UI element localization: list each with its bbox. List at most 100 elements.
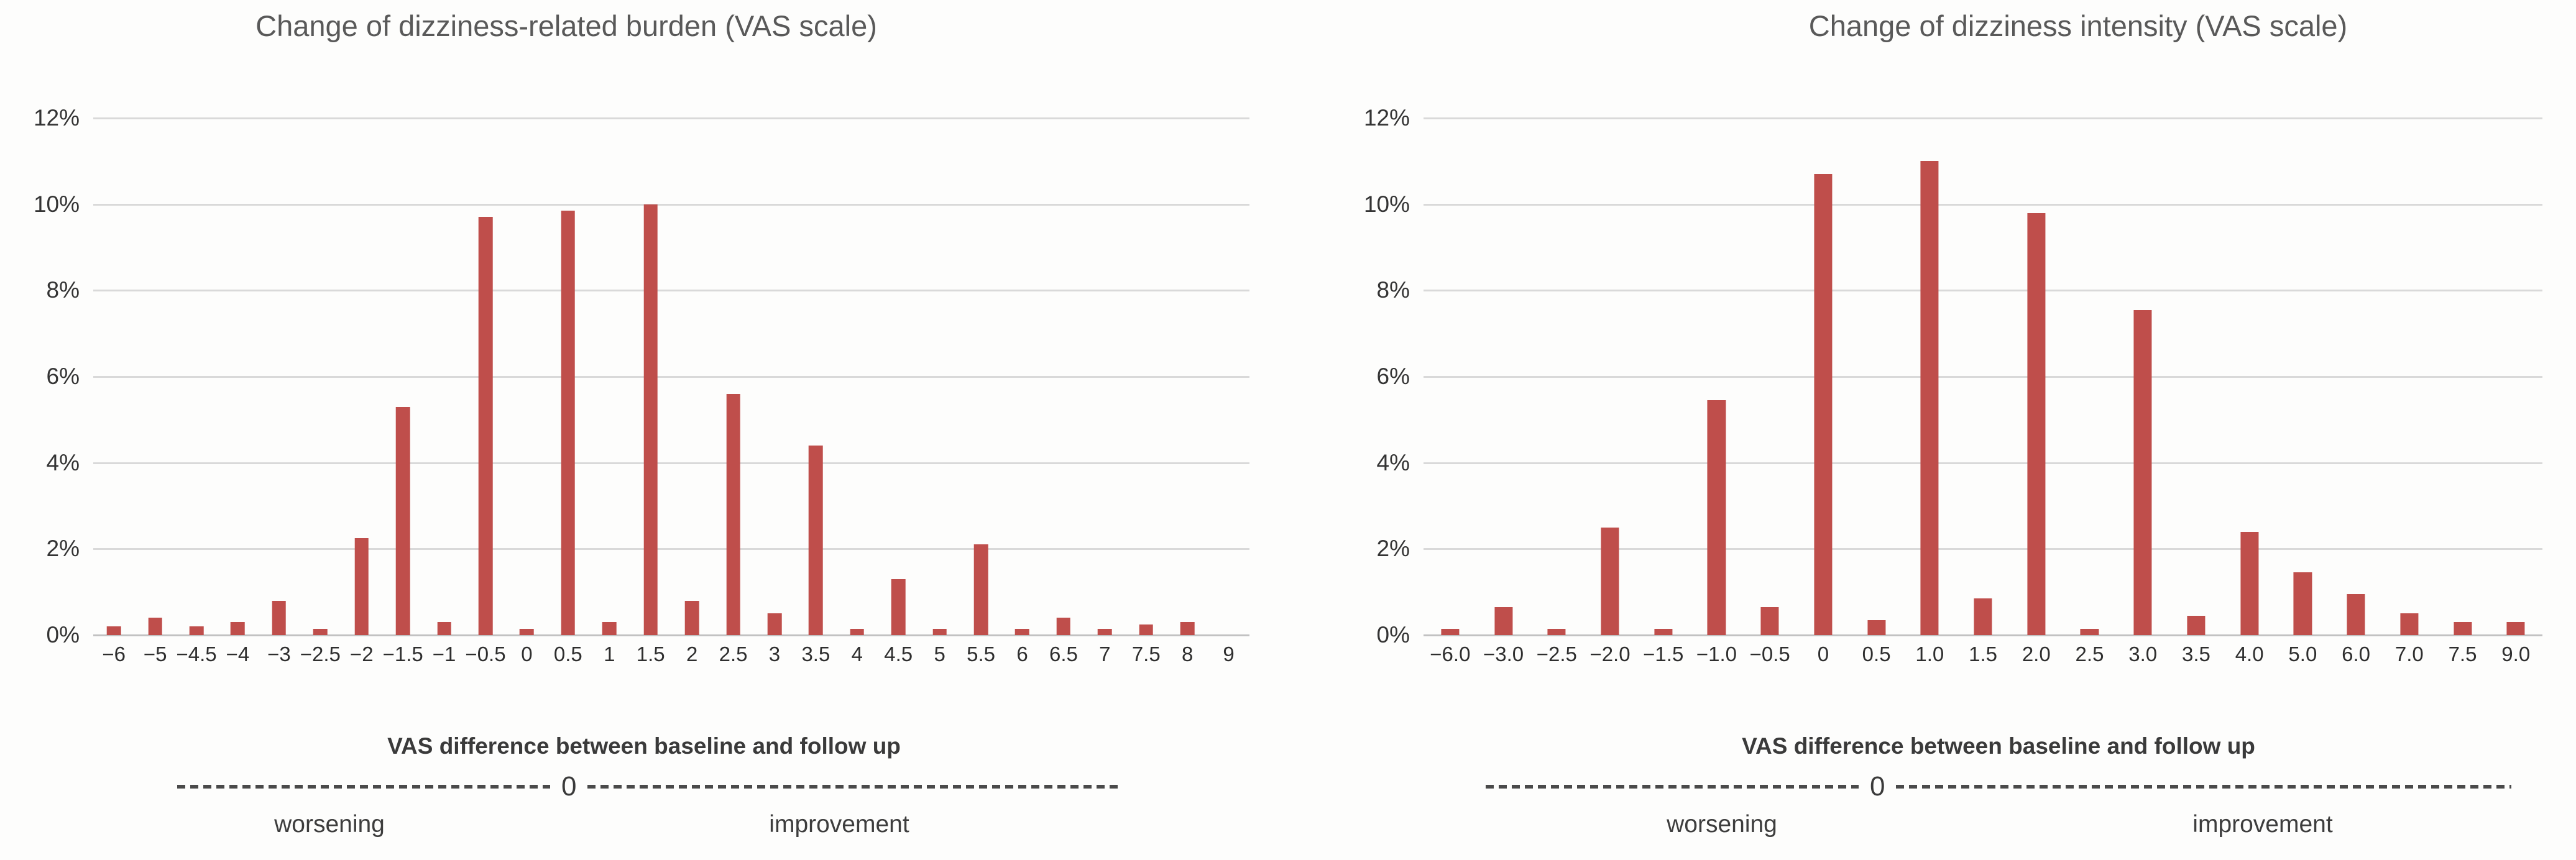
x-axis-tick: −1.5 xyxy=(1643,643,1684,666)
y-axis-tick: 10% xyxy=(1363,191,1410,217)
y-axis-tick: 0% xyxy=(46,622,80,647)
worsening-label: worsening xyxy=(274,811,385,838)
dashed-line-right xyxy=(1896,785,2511,789)
bar-slot xyxy=(1208,118,1249,635)
bar xyxy=(1180,622,1195,635)
bar xyxy=(106,626,121,635)
x-axis-tick: 6.5 xyxy=(1049,643,1078,666)
x-axis-tick: 0.5 xyxy=(553,643,582,666)
bar-slot xyxy=(548,118,589,635)
bars-layer xyxy=(93,118,1249,635)
improvement-label: improvement xyxy=(2192,811,2333,838)
bar xyxy=(1974,598,1992,635)
bar-slot xyxy=(259,118,300,635)
bar xyxy=(1601,527,1619,635)
y-axis-tick: 2% xyxy=(1376,536,1410,562)
x-axis-line xyxy=(1424,634,2542,636)
x-axis-tick: 2.5 xyxy=(719,643,748,666)
bar-slot xyxy=(341,118,382,635)
x-axis-labels: −6.0 −3.0 −2.5 −2.0 −1.5 −1.0 −0.5 0 0.5 1.0 1.5 2.… xyxy=(1424,643,2542,666)
x-axis-tick: −1 xyxy=(432,643,456,666)
bar-slot xyxy=(506,118,547,635)
y-axis-tick: 12% xyxy=(33,105,80,130)
bar-slot xyxy=(300,118,341,635)
bar-slot xyxy=(754,118,795,635)
bar xyxy=(684,600,699,635)
bar-slot xyxy=(795,118,836,635)
zero-label: 0 xyxy=(1870,771,1885,802)
y-axis-tick: 10% xyxy=(33,191,80,217)
bar-slot xyxy=(2489,118,2542,635)
bar xyxy=(2080,628,2099,635)
bar-slot xyxy=(2063,118,2117,635)
bar xyxy=(850,628,865,635)
bar xyxy=(1056,618,1071,635)
bar xyxy=(1654,628,1673,635)
x-axis-tick: −6 xyxy=(102,643,126,666)
bar xyxy=(395,406,410,635)
bar-slot xyxy=(1903,118,1956,635)
bar-slot xyxy=(423,118,464,635)
bar xyxy=(437,622,451,635)
x-axis-tick: 9 xyxy=(1223,643,1235,666)
x-axis-tick: 1.0 xyxy=(1915,643,1944,666)
bar xyxy=(2187,615,2206,635)
dashed-line-left xyxy=(177,785,550,789)
bar-slot xyxy=(217,118,258,635)
x-axis-title: VAS difference between baseline and foll… xyxy=(1742,733,2255,759)
bar-slot xyxy=(2169,118,2223,635)
bar-slot xyxy=(1167,118,1208,635)
gridline xyxy=(1424,462,2542,464)
gridline xyxy=(93,548,1249,551)
x-axis-tick: −3.0 xyxy=(1483,643,1524,666)
gridline xyxy=(93,462,1249,464)
bar xyxy=(1814,174,1833,635)
gridline xyxy=(93,203,1249,206)
x-axis-tick: −0.5 xyxy=(465,643,506,666)
x-axis-tick: 2.5 xyxy=(2075,643,2104,666)
y-axis-tick: 0% xyxy=(1376,622,1410,647)
x-axis-tick: 7.5 xyxy=(1131,643,1161,666)
bar-slot xyxy=(1583,118,1637,635)
bar xyxy=(520,628,534,635)
x-axis-tick: 6.0 xyxy=(2342,643,2371,666)
bar xyxy=(2240,531,2259,635)
chart-panel-burden: Change of dizziness-related burden (VAS … xyxy=(0,9,1288,848)
bar-slot xyxy=(2329,118,2383,635)
x-axis-tick: 3.0 xyxy=(2128,643,2158,666)
gridline xyxy=(1424,203,2542,206)
bar-slot xyxy=(1084,118,1125,635)
bar-slot xyxy=(2436,118,2490,635)
x-axis-tick: 5.5 xyxy=(967,643,995,666)
bar-slot xyxy=(960,118,1001,635)
direction-words: worsening improvement xyxy=(1288,811,2576,848)
bar xyxy=(602,622,617,635)
bar-slot xyxy=(919,118,960,635)
bar-slot xyxy=(878,118,919,635)
bar xyxy=(891,579,906,635)
bar xyxy=(1920,161,1939,635)
x-axis-tick: −1.0 xyxy=(1696,643,1737,666)
x-axis-tick: −2.0 xyxy=(1589,643,1631,666)
bar xyxy=(932,628,947,635)
x-axis-labels: −6 −5 −4.5 −4 −3 −2.5 −2 −1.5 −1 −0.5 0 0.5 1 1.5 2 2.5… xyxy=(93,643,1249,666)
x-axis-tick: 4 xyxy=(851,643,863,666)
bar xyxy=(1867,620,1886,635)
bar-slot xyxy=(1424,118,1477,635)
bar xyxy=(1015,628,1029,635)
bar xyxy=(272,600,287,635)
bar-slot xyxy=(382,118,423,635)
x-axis-tick: −3 xyxy=(267,643,291,666)
x-axis-tick: 1 xyxy=(604,643,615,666)
x-axis-tick: −5 xyxy=(143,643,167,666)
direction-words: worsening improvement xyxy=(0,811,1288,848)
bar-slot xyxy=(630,118,671,635)
x-axis-tick: −4 xyxy=(226,643,250,666)
bar xyxy=(1547,628,1566,635)
bar xyxy=(354,538,369,635)
bar-slot xyxy=(1530,118,1583,635)
bar xyxy=(1139,624,1154,635)
chart-title: Change of dizziness intensity (VAS scale… xyxy=(1808,9,2348,42)
bar-slot xyxy=(176,118,217,635)
